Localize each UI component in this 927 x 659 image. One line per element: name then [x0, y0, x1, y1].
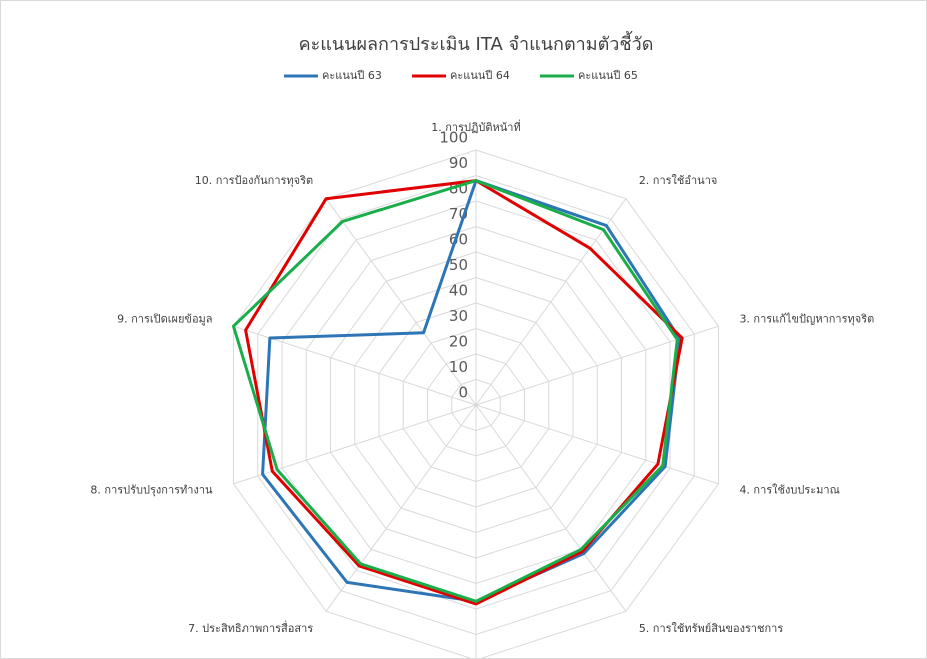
spoke	[233, 404, 477, 485]
category-label: 9. การเปิดเผยข้อมูล	[117, 312, 212, 325]
legend-label: คะแนนปี 63	[322, 69, 382, 82]
tick-label: 20	[449, 333, 468, 351]
category-label: 2. การใช้อำนาจ	[639, 174, 718, 187]
tick-label: 0	[458, 384, 468, 402]
tick-label: 30	[449, 307, 468, 325]
category-label: 4. การใช้งบประมาณ	[739, 484, 839, 497]
tick-label: 40	[449, 282, 468, 300]
spoke	[325, 404, 477, 612]
grid-ring	[232, 149, 720, 659]
legend-label: คะแนนปี 64	[450, 69, 510, 82]
spoke	[475, 404, 719, 485]
legend-label: คะแนนปี 65	[578, 69, 638, 82]
category-label: 8. การปรับปรุงการทำงาน	[90, 484, 213, 497]
spoke	[325, 198, 477, 406]
tick-label: 10	[449, 358, 468, 376]
spoke	[475, 198, 627, 406]
category-label: 1. การปฏิบัติหน้าที่	[431, 119, 520, 134]
category-label: 7. ประสิทธิภาพการสื่อสาร	[188, 620, 313, 635]
legend: คะแนนปี 63 คะแนนปี 64 คะแนนปี 65	[284, 69, 638, 82]
category-label: 3. การแก้ไขปัญหาการทุจริต	[739, 312, 874, 325]
chart-title: คะแนนผลการประเมิน ITA จำแนกตามตัวชี้วัด	[299, 31, 654, 55]
series-line	[231, 179, 679, 603]
tick-label: 50	[449, 256, 468, 274]
series-line	[244, 179, 684, 606]
spoke	[475, 404, 627, 612]
category-label: 10. การป้องกันการทุจริต	[195, 174, 313, 187]
tick-label: 100	[439, 129, 468, 147]
tick-label: 90	[449, 154, 468, 172]
category-label: 5. การใช้ทรัพย์สินของราชการ	[639, 622, 784, 635]
